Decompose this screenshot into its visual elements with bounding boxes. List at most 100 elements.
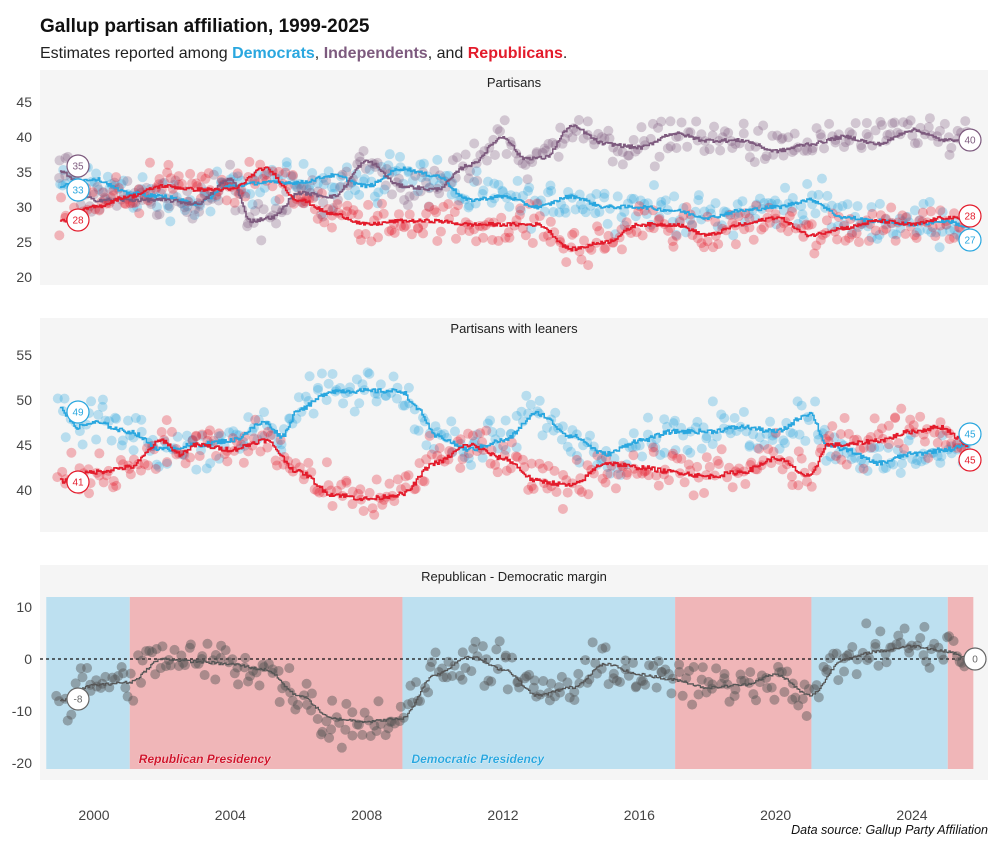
data-point-rep bbox=[57, 466, 68, 477]
data-point-rep bbox=[554, 235, 565, 246]
data-point-rep bbox=[918, 429, 929, 440]
data-point-ind bbox=[844, 127, 855, 138]
data-point-dem bbox=[628, 193, 639, 204]
label-circle bbox=[958, 228, 982, 252]
data-point-dem bbox=[630, 441, 641, 452]
data-point-dem bbox=[800, 435, 811, 446]
data-point-dem bbox=[754, 432, 765, 443]
data-point-margin bbox=[569, 686, 580, 697]
data-point-dem bbox=[111, 413, 122, 424]
data-point-rep bbox=[496, 212, 507, 223]
data-point-dem bbox=[892, 444, 903, 455]
data-point-margin bbox=[486, 676, 497, 687]
data-point-ind bbox=[250, 205, 261, 216]
data-point-dem bbox=[93, 409, 104, 420]
data-point-rep bbox=[510, 451, 521, 462]
data-point-rep bbox=[873, 429, 884, 440]
data-point-dem bbox=[516, 406, 527, 417]
data-point-dem bbox=[591, 188, 602, 199]
data-point-margin bbox=[477, 641, 488, 652]
label-text: 45 bbox=[964, 456, 976, 467]
data-point-dem bbox=[151, 201, 162, 212]
data-point-margin bbox=[630, 682, 641, 693]
data-point-ind bbox=[593, 128, 604, 139]
data-point-rep bbox=[766, 458, 777, 469]
data-point-rep bbox=[576, 254, 587, 265]
data-point-rep bbox=[696, 238, 707, 249]
data-point-rep bbox=[692, 461, 703, 472]
data-point-rep bbox=[724, 462, 735, 473]
data-point-dem bbox=[245, 188, 256, 199]
data-point-rep bbox=[500, 232, 511, 243]
data-point-dem bbox=[944, 225, 955, 236]
data-point-margin bbox=[773, 661, 784, 672]
data-point-ind bbox=[393, 173, 404, 184]
data-point-rep bbox=[414, 458, 425, 469]
data-point-margin bbox=[54, 696, 65, 707]
start-value-label-rep: 28 bbox=[66, 208, 90, 232]
data-point-margin bbox=[875, 626, 886, 637]
data-point-dem bbox=[404, 398, 415, 409]
data-point-margin bbox=[430, 647, 441, 658]
data-point-dem bbox=[696, 443, 707, 454]
data-point-dem bbox=[737, 196, 748, 207]
data-point-dem bbox=[110, 412, 121, 423]
data-point-ind bbox=[92, 181, 103, 192]
data-point-rep bbox=[884, 439, 895, 450]
data-point-rep bbox=[455, 434, 466, 445]
data-point-ind bbox=[840, 137, 851, 148]
trend-line-dem bbox=[59, 388, 970, 466]
data-point-rep bbox=[716, 444, 727, 455]
data-point-dem bbox=[545, 180, 556, 191]
data-point-margin bbox=[666, 688, 677, 699]
data-point-ind bbox=[582, 116, 593, 127]
data-point-rep bbox=[200, 173, 211, 184]
data-point-ind bbox=[517, 158, 528, 169]
data-point-rep bbox=[353, 228, 364, 239]
data-point-ind bbox=[354, 152, 365, 163]
data-point-rep bbox=[710, 216, 721, 227]
data-point-dem bbox=[224, 427, 235, 438]
data-point-dem bbox=[785, 427, 796, 438]
data-point-rep bbox=[115, 455, 126, 466]
data-point-margin bbox=[603, 679, 614, 690]
data-point-ind bbox=[469, 138, 480, 149]
data-point-dem bbox=[759, 439, 770, 450]
data-point-ind bbox=[567, 132, 578, 143]
data-point-dem bbox=[866, 202, 877, 213]
data-point-rep bbox=[890, 235, 901, 246]
data-point-dem bbox=[707, 396, 718, 407]
data-point-rep bbox=[534, 211, 545, 222]
data-point-ind bbox=[850, 118, 861, 129]
data-point-dem bbox=[430, 421, 441, 432]
data-point-ind bbox=[355, 156, 366, 167]
data-point-rep bbox=[815, 447, 826, 458]
data-point-rep bbox=[748, 234, 759, 245]
data-point-dem bbox=[372, 198, 383, 209]
data-point-rep bbox=[890, 412, 901, 423]
data-point-dem bbox=[191, 464, 202, 475]
data-point-rep bbox=[142, 460, 153, 471]
data-point-margin bbox=[302, 699, 313, 710]
data-point-dem bbox=[918, 198, 929, 209]
data-point-rep bbox=[203, 168, 214, 179]
data-point-ind bbox=[447, 155, 458, 166]
data-point-margin bbox=[155, 663, 166, 674]
data-point-dem bbox=[310, 191, 321, 202]
data-point-ind bbox=[271, 218, 282, 229]
data-point-ind bbox=[465, 166, 476, 177]
data-point-margin bbox=[141, 646, 152, 657]
data-point-margin bbox=[316, 729, 327, 740]
data-point-dem bbox=[752, 443, 763, 454]
data-point-dem bbox=[837, 201, 848, 212]
presidency-band-label: Republican Presidency bbox=[139, 752, 272, 766]
data-point-margin bbox=[383, 723, 394, 734]
data-point-rep bbox=[434, 442, 445, 453]
data-point-margin bbox=[696, 674, 707, 685]
data-point-margin bbox=[447, 671, 458, 682]
data-point-ind bbox=[645, 133, 656, 144]
data-point-ind bbox=[151, 210, 162, 221]
data-point-dem bbox=[701, 433, 712, 444]
data-point-rep bbox=[283, 456, 294, 467]
data-point-rep bbox=[643, 470, 654, 481]
